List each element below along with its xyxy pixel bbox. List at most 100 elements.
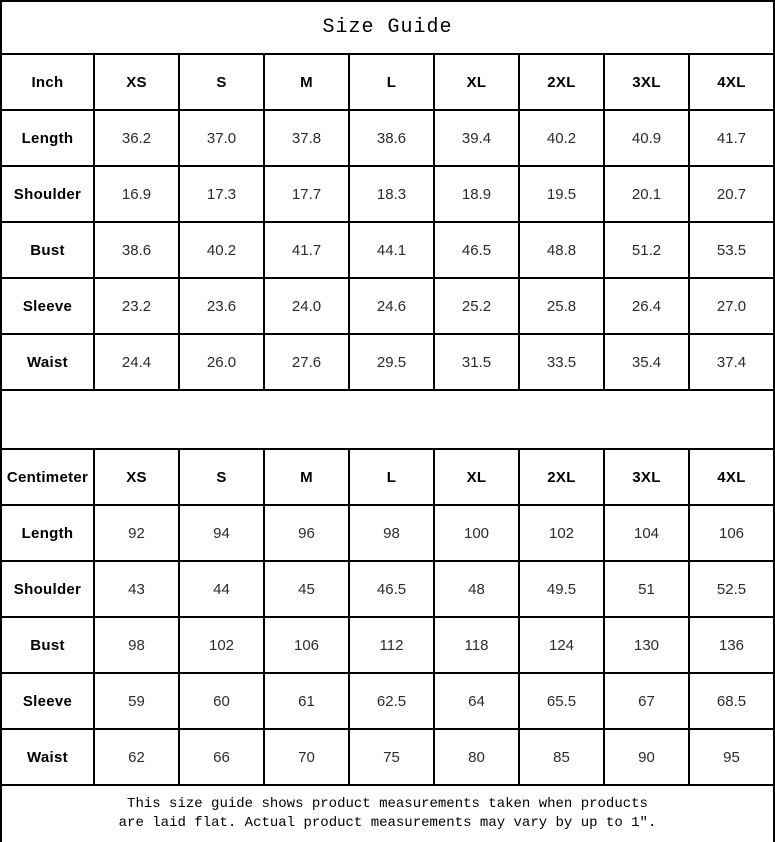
measurement-value-cell: 59 xyxy=(93,672,180,730)
size-header-cell: XS xyxy=(93,448,180,506)
measurement-value-cell: 35.4 xyxy=(603,333,690,391)
measurement-value-cell: 43 xyxy=(93,560,180,618)
measurement-value-cell: 29.5 xyxy=(348,333,435,391)
measurement-value-cell: 18.9 xyxy=(433,165,520,223)
footnote: This size guide shows product measuremen… xyxy=(0,784,775,842)
measurement-value-cell: 40.9 xyxy=(603,109,690,167)
measurement-value-cell: 66 xyxy=(178,728,265,786)
measurement-value-cell: 62 xyxy=(93,728,180,786)
measurement-value-cell: 44.1 xyxy=(348,221,435,279)
measurement-row: Shoulder 43 44 45 46.5 48 49.5 51 52.5 xyxy=(0,560,775,618)
measurement-value-cell: 61 xyxy=(263,672,350,730)
measurement-row: Shoulder 16.9 17.3 17.7 18.3 18.9 19.5 20.1 20.7 xyxy=(0,165,775,223)
measurement-value-cell: 31.5 xyxy=(433,333,520,391)
measurement-value-cell: 68.5 xyxy=(688,672,775,730)
measurement-value-cell: 25.8 xyxy=(518,277,605,335)
measurement-label-cell: Sleeve xyxy=(0,277,95,335)
measurement-value-cell: 23.6 xyxy=(178,277,265,335)
size-header-cell: XL xyxy=(433,448,520,506)
centimeter-size-table: Centimeter XS S M L XL 2XL 3XL 4XL Length 92 94 96 98… xyxy=(0,448,775,786)
measurement-label-cell: Waist xyxy=(0,333,95,391)
measurement-label-cell: Sleeve xyxy=(0,672,95,730)
centimeter-table-body: Centimeter XS S M L XL 2XL 3XL 4XL Length 92 94 96 98… xyxy=(0,448,775,786)
measurement-value-cell: 67 xyxy=(603,672,690,730)
measurement-value-cell: 27.0 xyxy=(688,277,775,335)
measurement-value-cell: 100 xyxy=(433,504,520,562)
measurement-row: Length 36.2 37.0 37.8 38.6 39.4 40.2 40.9 41.7 xyxy=(0,109,775,167)
measurement-value-cell: 102 xyxy=(178,616,265,674)
measurement-value-cell: 90 xyxy=(603,728,690,786)
measurement-value-cell: 130 xyxy=(603,616,690,674)
size-header-row: Inch XS S M L XL 2XL 3XL 4XL xyxy=(0,53,775,111)
measurement-label-cell: Bust xyxy=(0,221,95,279)
measurement-value-cell: 40.2 xyxy=(518,109,605,167)
measurement-value-cell: 33.5 xyxy=(518,333,605,391)
size-header-cell: 3XL xyxy=(603,448,690,506)
measurement-row: Length 92 94 96 98 100 102 104 106 xyxy=(0,504,775,562)
size-header-cell: 4XL xyxy=(688,53,775,111)
measurement-value-cell: 46.5 xyxy=(348,560,435,618)
table-spacer xyxy=(0,391,775,448)
measurement-value-cell: 51.2 xyxy=(603,221,690,279)
measurement-value-cell: 37.0 xyxy=(178,109,265,167)
measurement-value-cell: 41.7 xyxy=(688,109,775,167)
measurement-label-cell: Length xyxy=(0,109,95,167)
measurement-value-cell: 36.2 xyxy=(93,109,180,167)
measurement-value-cell: 65.5 xyxy=(518,672,605,730)
measurement-value-cell: 75 xyxy=(348,728,435,786)
measurement-value-cell: 53.5 xyxy=(688,221,775,279)
size-header-cell: M xyxy=(263,53,350,111)
measurement-value-cell: 85 xyxy=(518,728,605,786)
measurement-value-cell: 18.3 xyxy=(348,165,435,223)
measurement-value-cell: 49.5 xyxy=(518,560,605,618)
measurement-value-cell: 24.6 xyxy=(348,277,435,335)
measurement-value-cell: 16.9 xyxy=(93,165,180,223)
measurement-value-cell: 19.5 xyxy=(518,165,605,223)
size-header-cell: 2XL xyxy=(518,53,605,111)
measurement-value-cell: 24.4 xyxy=(93,333,180,391)
size-header-cell: S xyxy=(178,448,265,506)
measurement-value-cell: 80 xyxy=(433,728,520,786)
measurement-value-cell: 95 xyxy=(688,728,775,786)
measurement-label-cell: Length xyxy=(0,504,95,562)
measurement-row: Waist 62 66 70 75 80 85 90 95 xyxy=(0,728,775,786)
measurement-value-cell: 48 xyxy=(433,560,520,618)
measurement-value-cell: 51 xyxy=(603,560,690,618)
measurement-value-cell: 94 xyxy=(178,504,265,562)
measurement-value-cell: 26.4 xyxy=(603,277,690,335)
measurement-value-cell: 62.5 xyxy=(348,672,435,730)
measurement-value-cell: 39.4 xyxy=(433,109,520,167)
size-header-cell: 4XL xyxy=(688,448,775,506)
measurement-value-cell: 17.7 xyxy=(263,165,350,223)
inch-table-body: Inch XS S M L XL 2XL 3XL 4XL Length 36.2 37.0 37.8 38… xyxy=(0,53,775,391)
measurement-label-cell: Shoulder xyxy=(0,165,95,223)
measurement-row: Sleeve 59 60 61 62.5 64 65.5 67 68.5 xyxy=(0,672,775,730)
title-bar: Size Guide xyxy=(0,0,775,55)
page-title: Size Guide xyxy=(322,16,453,39)
measurement-value-cell: 37.4 xyxy=(688,333,775,391)
size-header-cell: 2XL xyxy=(518,448,605,506)
measurement-value-cell: 38.6 xyxy=(348,109,435,167)
measurement-value-cell: 17.3 xyxy=(178,165,265,223)
footnote-line-1: This size guide shows product measuremen… xyxy=(127,796,648,812)
measurement-value-cell: 24.0 xyxy=(263,277,350,335)
measurement-value-cell: 104 xyxy=(603,504,690,562)
measurement-value-cell: 23.2 xyxy=(93,277,180,335)
measurement-value-cell: 70 xyxy=(263,728,350,786)
measurement-value-cell: 96 xyxy=(263,504,350,562)
size-header-row: Centimeter XS S M L XL 2XL 3XL 4XL xyxy=(0,448,775,506)
size-header-cell: L xyxy=(348,448,435,506)
measurement-value-cell: 64 xyxy=(433,672,520,730)
measurement-value-cell: 25.2 xyxy=(433,277,520,335)
unit-header-cell: Centimeter xyxy=(0,448,95,506)
size-header-cell: S xyxy=(178,53,265,111)
measurement-value-cell: 92 xyxy=(93,504,180,562)
measurement-value-cell: 136 xyxy=(688,616,775,674)
measurement-value-cell: 44 xyxy=(178,560,265,618)
measurement-value-cell: 112 xyxy=(348,616,435,674)
measurement-value-cell: 40.2 xyxy=(178,221,265,279)
measurement-value-cell: 41.7 xyxy=(263,221,350,279)
measurement-row: Bust 38.6 40.2 41.7 44.1 46.5 48.8 51.2 53.5 xyxy=(0,221,775,279)
measurement-value-cell: 106 xyxy=(263,616,350,674)
